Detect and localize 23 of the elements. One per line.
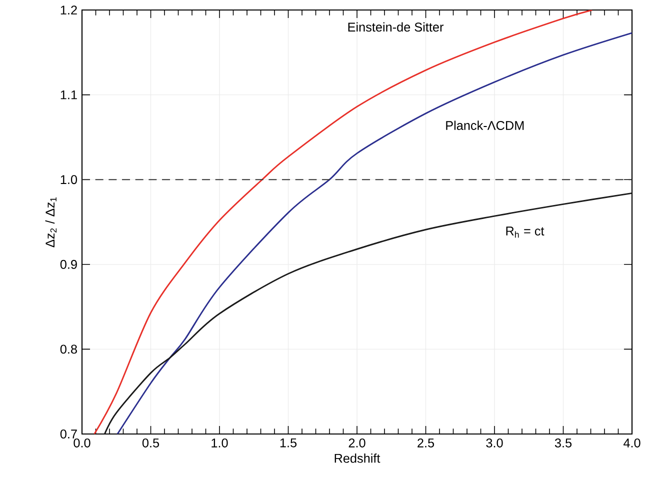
x-tick-label: 1.0 [212, 438, 228, 448]
x-tick-label: 0.5 [142, 438, 160, 448]
x-axis-title: Redshift [334, 454, 380, 463]
y-tick-label: 1.2 [60, 6, 77, 14]
x-tick-label: 3.5 [554, 438, 572, 448]
x-tick-label: 1.5 [280, 438, 297, 448]
y-tick-label: 0.7 [60, 430, 77, 438]
x-tick-label: 0.0 [74, 438, 90, 448]
series-label: Planck-ΛCDM [446, 120, 524, 130]
x-tick-label: 4.0 [624, 438, 640, 448]
line-series [94, 10, 593, 434]
y-tick-label: 1.1 [60, 90, 77, 100]
x-tick-label: 2.5 [418, 438, 434, 448]
y-tick-label: 1.0 [60, 175, 78, 184]
series-label: R$_{h}$ = ct [506, 226, 544, 238]
line-series [116, 32, 632, 434]
line-series [104, 192, 632, 434]
x-tick-label: 3.0 [486, 438, 503, 448]
text: Einstein-de Sitter [348, 22, 444, 32]
x-tick-label: 2.0 [348, 438, 366, 448]
y-axis-title: Δz$_{2}$ / Δz$_{1}$ [45, 197, 57, 248]
y-tick-label: 0.8 [60, 344, 77, 354]
y-tick-label: 0.9 [60, 260, 77, 269]
